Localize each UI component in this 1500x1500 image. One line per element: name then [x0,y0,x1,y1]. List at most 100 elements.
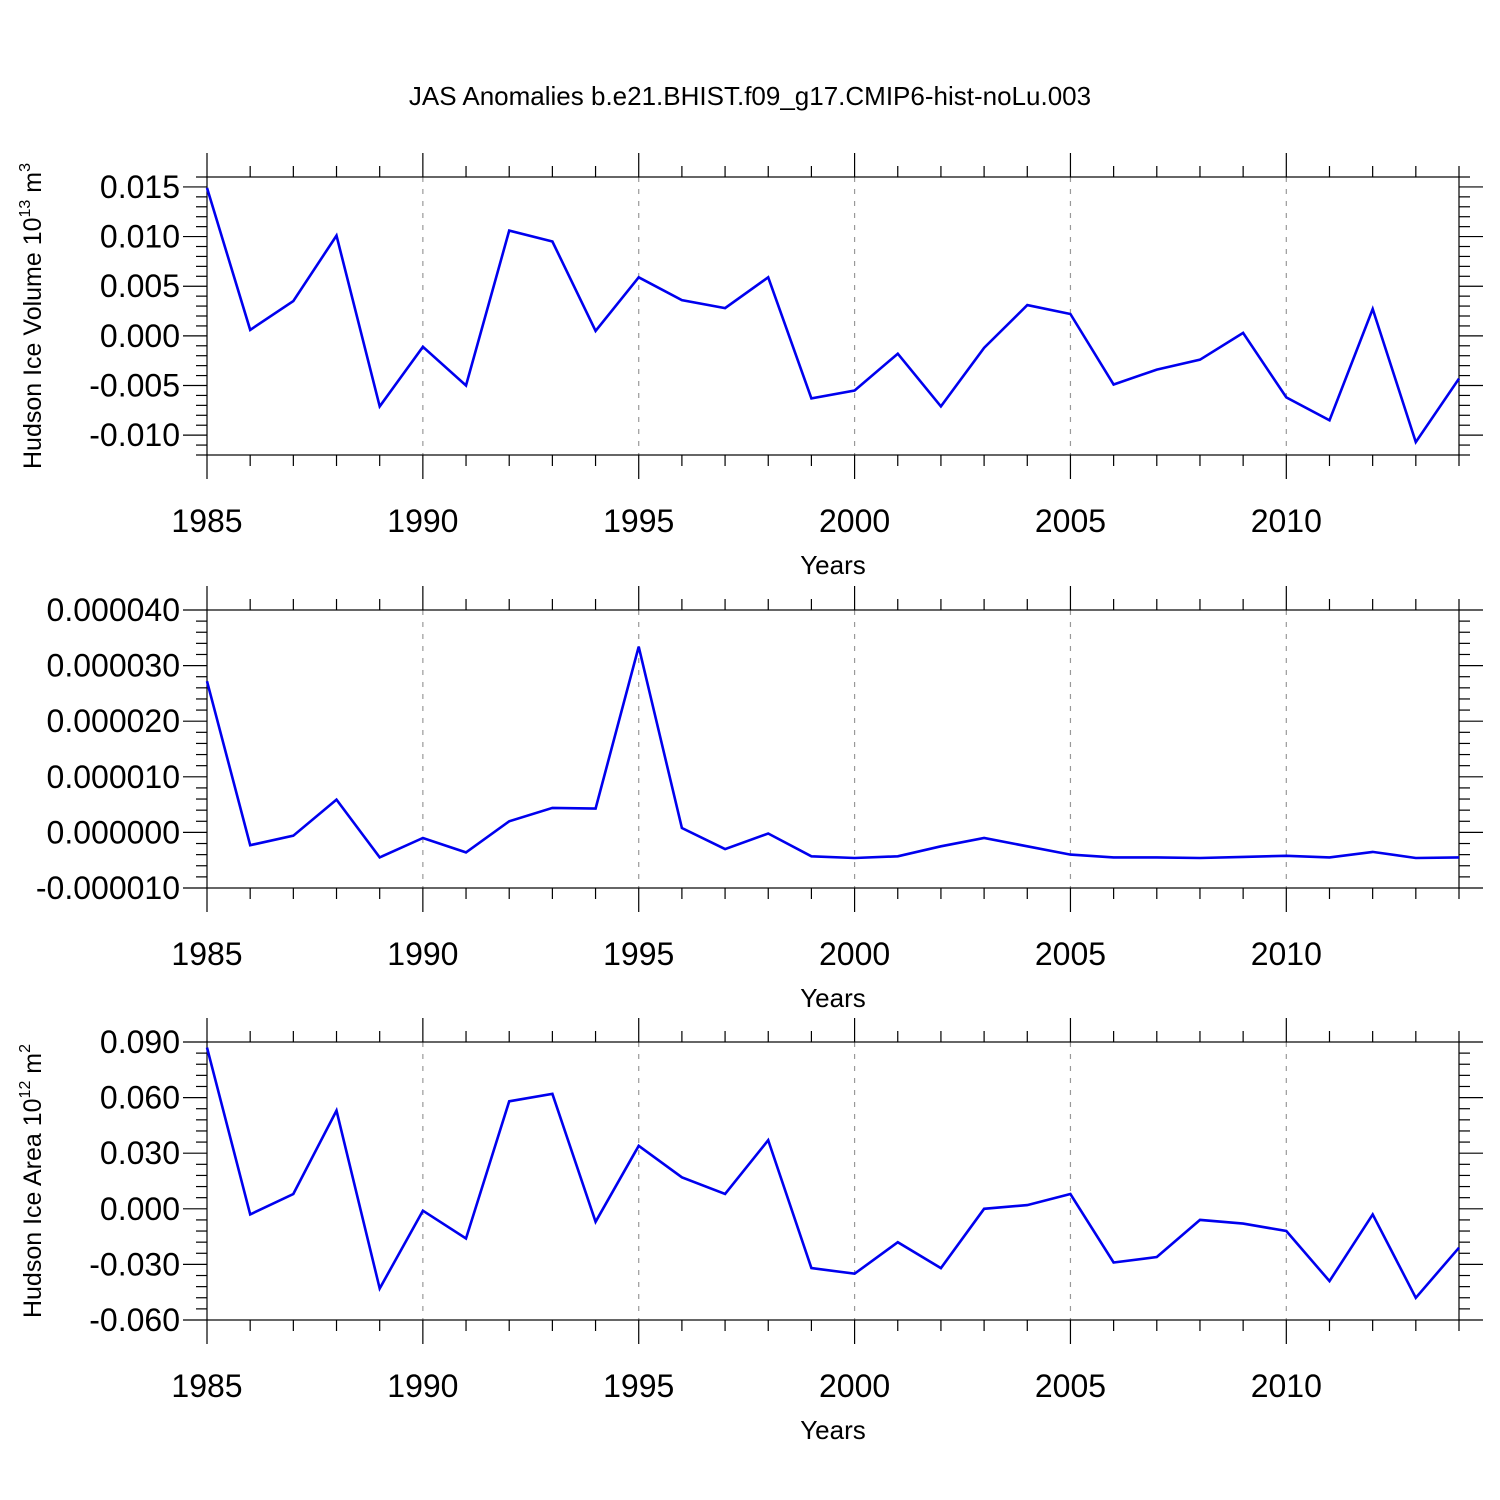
x-tick-label: 2000 [819,1368,890,1404]
y-tick-label: 0.090 [100,1024,180,1060]
series-line [205,187,1461,446]
data-point [1414,856,1418,860]
y-axis-label: Hudson Ice Area 1012 m2 [17,1044,47,1318]
data-point [464,850,468,854]
data-point [1025,1203,1029,1207]
chart-panels: 0.015 0.010 0.005 0.000 -0.005 -0.010 1985 1990… [17,153,1483,1445]
x-tick-label: 1985 [171,1368,242,1404]
data-point [1155,855,1159,859]
y-tick-label: 0.000040 [47,592,180,628]
data-point [1155,1255,1159,1259]
data-point [853,388,857,392]
data-point [594,806,598,810]
x-tick-label: 2010 [1251,936,1322,972]
series-line [205,1047,1460,1301]
x-tick-label: 1985 [171,503,242,539]
data-point [637,1144,641,1148]
y-tick-label: -0.005 [89,368,180,404]
data-point [1112,1261,1116,1265]
data-point [421,836,425,840]
data-point [896,854,900,858]
data-point [1068,312,1072,316]
data-point [1457,377,1461,381]
data-point [680,1175,684,1179]
data-point [1068,853,1072,857]
data-point [335,1109,339,1113]
data-point [1327,1279,1331,1283]
x-axis-label: Years [800,983,866,1013]
data-point [1112,383,1116,387]
x-tick-label: 1985 [171,936,242,972]
y-axis-label-unit: m [19,172,47,200]
data-point [248,1212,252,1216]
x-tick-label: 2005 [1035,503,1106,539]
y-tick-label: 0.000020 [47,703,180,739]
data-point [723,847,727,851]
data-point [1284,854,1288,858]
y-tick-label: 0.015 [100,169,180,205]
data-point [291,299,295,303]
figure-title: JAS Anomalies b.e21.BHIST.f09_g17.CMIP6-… [409,81,1091,111]
data-point [378,855,382,859]
data-point [680,298,684,302]
data-point [1241,855,1245,859]
data-point [1068,1192,1072,1196]
data-point [205,186,209,190]
data-point [421,1209,425,1213]
data-point [766,832,770,836]
data-point [291,1192,295,1196]
x-tick-label: 2000 [819,503,890,539]
data-point [507,1099,511,1103]
series-line [205,646,1460,860]
data-point [982,836,986,840]
data-point [723,306,727,310]
data-point [1414,440,1418,444]
data-point [1025,303,1029,307]
x-tick-label: 2005 [1035,1368,1106,1404]
data-point [1457,855,1461,859]
y-tick-label: 0.000000 [47,814,180,850]
data-point [1198,856,1202,860]
data-point [1284,395,1288,399]
x-tick-label: 2000 [819,936,890,972]
y-axis-label-exponent: 12 [17,1081,34,1099]
data-point [1241,331,1245,335]
x-tick-label: 1995 [603,936,674,972]
plot-frame [206,176,1460,456]
data-point [680,826,684,830]
y-tick-label: -0.030 [89,1246,180,1282]
plot-frame [206,609,1460,889]
data-point [637,645,641,649]
y-tick-label: -0.000010 [36,870,180,906]
data-point [291,834,295,838]
data-point [550,1092,554,1096]
y-tick-label: -0.060 [89,1302,180,1338]
x-tick-label: 1995 [603,503,674,539]
data-point [1327,855,1331,859]
y-tick-label: 0.000 [100,1191,180,1227]
data-point [378,404,382,408]
data-point [1414,1296,1418,1300]
data-point [1241,1222,1245,1226]
data-point [248,328,252,332]
data-point [248,843,252,847]
data-point [1025,844,1029,848]
y-axis-label-unit-exponent: 2 [17,1044,34,1053]
y-tick-label: 0.000 [100,318,180,354]
y-axis-label-exponent: 13 [17,200,34,218]
data-point [1284,1229,1288,1233]
x-axis-label: Years [800,1415,866,1445]
data-point [550,240,554,244]
data-point [1371,850,1375,854]
y-tick-label: 0.030 [100,1135,180,1171]
data-point [550,806,554,810]
data-point [766,1138,770,1142]
data-point [335,798,339,802]
x-tick-label: 1990 [387,936,458,972]
data-point [335,234,339,238]
data-point [939,844,943,848]
data-point [896,1240,900,1244]
data-point [507,229,511,233]
data-point [507,819,511,823]
